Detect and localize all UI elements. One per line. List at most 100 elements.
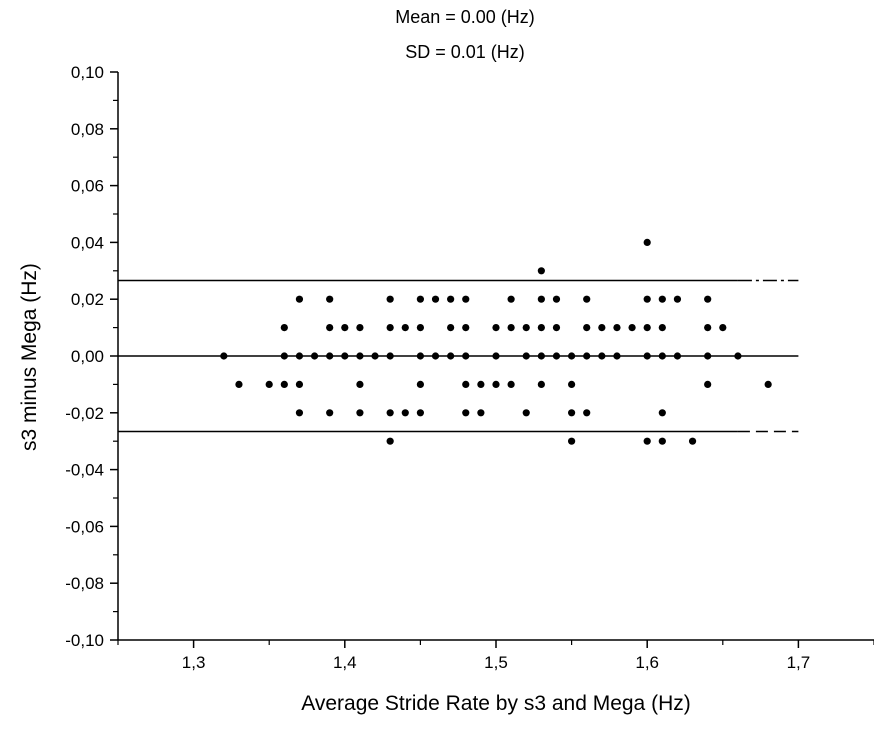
data-point — [235, 380, 243, 388]
mean-annotation: Mean = 0.00 (Hz) — [395, 7, 535, 27]
data-point — [401, 409, 409, 417]
data-point — [280, 380, 288, 388]
data-point — [643, 352, 651, 360]
data-point — [462, 295, 470, 303]
data-point — [431, 295, 440, 303]
data-point — [401, 324, 409, 332]
x-tick-label: 1,3 — [182, 653, 206, 672]
data-point — [447, 295, 455, 303]
data-point — [764, 380, 772, 388]
reference-lines — [118, 279, 799, 433]
data-point — [628, 324, 636, 332]
y-tick-label: 0,04 — [71, 233, 104, 252]
data-point — [704, 295, 712, 303]
data-point — [295, 352, 304, 360]
y-tick-label: -0,08 — [65, 574, 104, 593]
data-point — [416, 324, 424, 332]
data-point — [598, 352, 606, 360]
data-point — [688, 437, 697, 445]
data-point — [704, 380, 712, 388]
data-point — [643, 238, 651, 246]
data-point — [386, 352, 394, 360]
data-point — [537, 352, 545, 360]
data-point — [537, 380, 545, 388]
sd-annotation: SD = 0.01 (Hz) — [405, 42, 525, 62]
data-point — [477, 409, 485, 417]
x-tick-label: 1,4 — [333, 653, 357, 672]
data-point — [583, 324, 591, 332]
data-point — [386, 324, 394, 332]
data-point — [356, 380, 364, 388]
data-point — [658, 324, 666, 332]
data-point — [704, 324, 712, 332]
data-point — [658, 295, 666, 303]
data-point — [431, 352, 440, 360]
data-point — [416, 295, 424, 303]
data-point — [295, 295, 304, 303]
data-point — [522, 352, 530, 360]
data-point — [568, 380, 576, 388]
data-point — [613, 324, 621, 332]
data-point — [386, 295, 394, 303]
data-point — [643, 437, 651, 445]
data-point — [356, 352, 364, 360]
data-point — [326, 324, 334, 332]
x-tick-label: 1,6 — [635, 653, 659, 672]
data-point — [673, 352, 682, 360]
data-point — [341, 324, 349, 332]
data-point — [537, 267, 545, 275]
data-point — [613, 352, 621, 360]
data-point — [719, 324, 727, 332]
data-point — [295, 380, 304, 388]
data-point — [265, 380, 273, 388]
data-point — [537, 295, 545, 303]
data-point — [537, 324, 545, 332]
data-point — [598, 324, 606, 332]
data-point — [734, 352, 742, 360]
data-points — [220, 238, 772, 445]
data-point — [310, 352, 319, 360]
data-point — [341, 352, 349, 360]
data-point — [386, 409, 394, 417]
data-point — [462, 380, 470, 388]
data-point — [477, 380, 485, 388]
data-point — [492, 352, 500, 360]
data-point — [658, 437, 666, 445]
data-point — [416, 380, 424, 388]
data-point — [280, 352, 288, 360]
data-point — [416, 352, 424, 360]
y-tick-label: 0,10 — [71, 63, 104, 82]
y-tick-label: 0,08 — [71, 120, 104, 139]
y-tick-label: -0,06 — [65, 517, 104, 536]
data-point — [462, 409, 470, 417]
data-point — [371, 352, 379, 360]
x-tick-label: 1,5 — [484, 653, 508, 672]
data-point — [552, 295, 561, 303]
data-point — [356, 409, 364, 417]
data-point — [220, 352, 228, 360]
data-point — [416, 409, 424, 417]
data-point — [386, 437, 394, 445]
data-point — [643, 295, 651, 303]
ticks: -0,10 -0,08 -0,06 -0,04 -0,02 0,00 0,02 0,04 0,0… — [65, 63, 874, 672]
data-point — [522, 409, 530, 417]
y-tick-label: 0,02 — [71, 290, 104, 309]
data-point — [462, 324, 470, 332]
data-point — [673, 295, 682, 303]
x-tick-label: 1,7 — [787, 653, 811, 672]
data-point — [507, 324, 515, 332]
data-point — [552, 352, 561, 360]
data-point — [568, 352, 576, 360]
data-point — [583, 409, 591, 417]
data-point — [568, 437, 576, 445]
data-point — [643, 324, 651, 332]
data-point — [326, 295, 334, 303]
y-tick-label: -0,10 — [65, 631, 104, 650]
data-point — [583, 295, 591, 303]
data-point — [295, 409, 304, 417]
data-point — [704, 352, 712, 360]
data-point — [447, 352, 455, 360]
data-point — [356, 324, 364, 332]
data-point — [447, 324, 455, 332]
